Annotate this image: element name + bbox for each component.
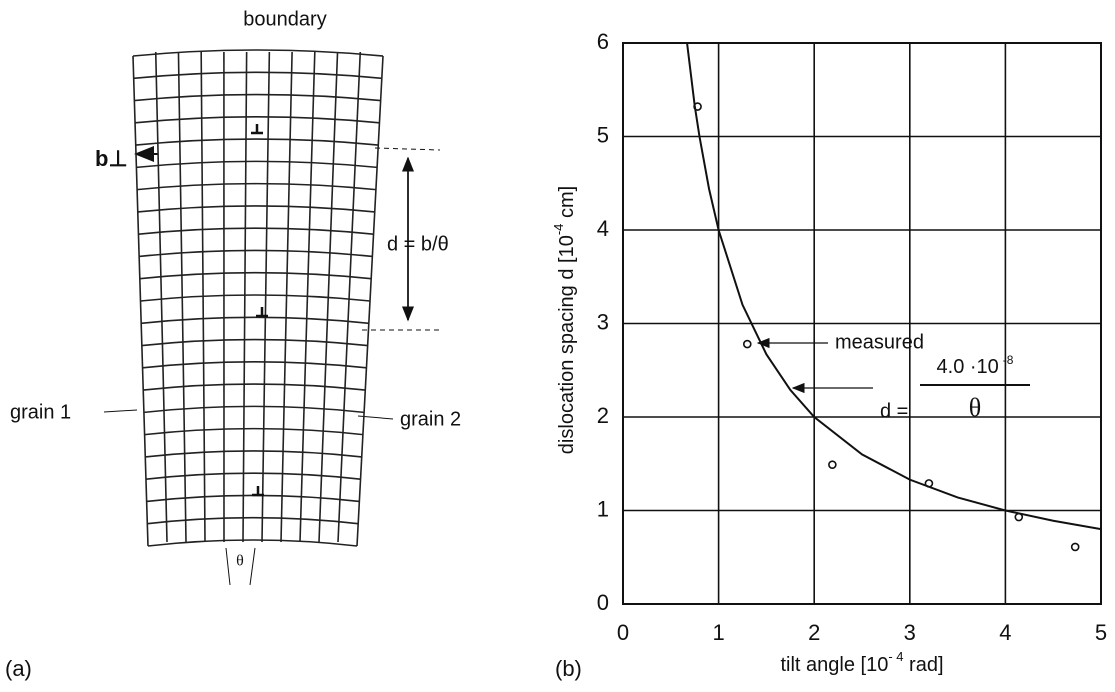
lattice-column — [154, 51, 168, 543]
fit-curve — [686, 43, 1101, 531]
lattice-column — [200, 51, 206, 543]
lattice-column — [356, 55, 384, 547]
lattice-column — [261, 51, 271, 543]
angle-line — [225, 547, 231, 586]
y-axis-label-tail: cm] — [556, 186, 578, 224]
x-axis-label-sup: - 4 — [888, 649, 903, 664]
dislocation-symbol — [252, 486, 264, 497]
y-tick-label: 1 — [597, 496, 609, 521]
lattice-column — [318, 51, 339, 543]
lattice-row — [141, 338, 368, 347]
lattice-row — [145, 472, 361, 480]
grain-left-leader — [103, 409, 138, 413]
lattice-row — [146, 494, 360, 503]
grain-left-label: grain 1 — [10, 401, 71, 423]
x-tick-label: 0 — [617, 620, 629, 645]
diagram-title: boundary — [243, 8, 326, 30]
lattice-row — [138, 227, 374, 235]
lattice-column — [177, 51, 187, 543]
series-label: d = — [880, 400, 908, 422]
lattice-row — [133, 71, 382, 80]
lattice-row — [143, 383, 366, 391]
burgers-label: b⊥ — [95, 146, 128, 171]
y-axis-label-sup: -4 — [551, 224, 566, 236]
formula-denominator: θ — [969, 393, 981, 422]
x-tick-label: 2 — [808, 620, 820, 645]
lattice-row — [143, 405, 365, 414]
diagram: boundary b⊥ d = b/θ grain 1 grain 2 θ (a… — [5, 8, 461, 681]
dislocation-symbol — [256, 307, 268, 318]
lattice-row — [144, 427, 363, 436]
lattice-row — [142, 361, 367, 369]
data-point — [828, 460, 837, 469]
data-point — [742, 339, 752, 349]
series-label: measured — [835, 331, 924, 353]
y-tick-label: 3 — [597, 309, 609, 334]
lattice-row — [147, 516, 359, 525]
x-axis-label-text: tilt angle [10 — [780, 654, 888, 676]
lattice-column — [337, 51, 362, 543]
x-tick-label: 3 — [904, 620, 916, 645]
x-tick-label: 1 — [712, 620, 724, 645]
angle-line — [249, 547, 256, 586]
lattice-row — [140, 294, 371, 302]
y-tick-label: 0 — [597, 590, 609, 615]
lattice-row — [139, 249, 373, 258]
spacing-label: d = b/θ — [387, 233, 449, 255]
x-axis-label: tilt angle [10- 4 rad] — [780, 649, 943, 676]
lattice-row — [145, 450, 362, 458]
lattice-row — [137, 205, 375, 213]
panel-label: (a) — [5, 656, 32, 681]
lattice-column — [132, 55, 149, 547]
lattice-column — [242, 51, 248, 543]
y-tick-label: 5 — [597, 122, 609, 147]
x-tick-label: 5 — [1095, 620, 1107, 645]
lattice-row — [135, 138, 379, 146]
y-tick-label: 2 — [597, 403, 609, 428]
panel-label: (b) — [555, 656, 582, 681]
x-axis-label-tail: rad] — [904, 654, 944, 676]
y-tick-label: 4 — [597, 216, 609, 241]
lattice-row — [147, 539, 358, 547]
lattice-row — [141, 316, 369, 325]
lattice-row — [134, 93, 381, 102]
lattice-row — [139, 271, 372, 280]
spacing-guide — [374, 147, 441, 151]
lattice-column — [280, 51, 293, 543]
plot-frame — [622, 42, 1102, 605]
lattice-row — [136, 160, 378, 169]
grain-right-label: grain 2 — [400, 408, 461, 430]
lattice-row — [134, 116, 380, 124]
lattice-row — [137, 182, 376, 191]
data-point — [1070, 542, 1080, 552]
angle-label: θ — [236, 553, 244, 570]
y-axis-label: dislocation spacing d [10-4 cm] — [551, 186, 578, 454]
x-tick-label: 4 — [999, 620, 1011, 645]
formula-numerator: 4.0 ·10 -8 — [937, 353, 1014, 378]
lattice-row — [132, 49, 384, 57]
formula-numerator-text: 4.0 ·10 — [937, 356, 999, 378]
formula-exponent: -8 — [1003, 353, 1014, 367]
y-tick-label: 6 — [597, 29, 609, 54]
y-axis-label-text: dislocation spacing d [10 — [556, 235, 578, 454]
dislocation-symbol — [251, 124, 263, 135]
lattice-column — [299, 51, 316, 543]
